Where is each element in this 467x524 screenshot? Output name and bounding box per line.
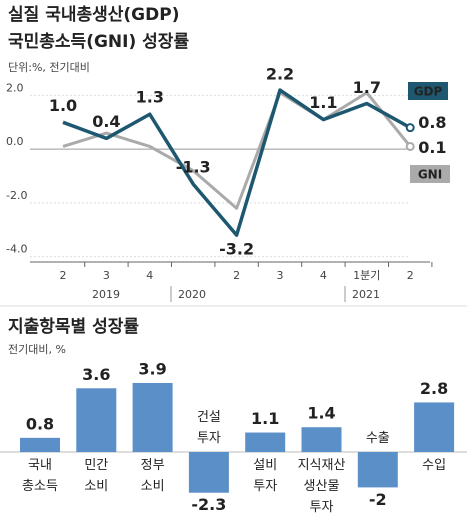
chart-subtitle: 전기대비, % — [8, 343, 66, 356]
data-label: -2.3 — [191, 495, 226, 514]
category-label: 수입 — [422, 458, 446, 473]
legend-swatch — [408, 82, 448, 100]
point — [405, 141, 415, 151]
year-label: 2019 — [92, 288, 120, 301]
bar — [20, 437, 60, 452]
y-tick-label: -4.0 — [6, 243, 27, 256]
bar — [132, 382, 173, 452]
x-tick-label: 2 — [407, 269, 414, 282]
year-label: 2021 — [352, 288, 380, 301]
data-label: -3.2 — [219, 240, 254, 259]
bar — [414, 402, 455, 452]
data-label: 3.9 — [138, 359, 166, 378]
year-label: 2020 — [178, 288, 206, 301]
legend-label: GNI — [418, 168, 442, 182]
y-tick-label: -2.0 — [6, 189, 27, 202]
bar — [76, 388, 117, 452]
chart-title: 지출항목별 성장률 — [8, 316, 139, 337]
series-line — [62, 91, 412, 210]
x-tick-label: 2 — [233, 269, 240, 282]
chart-title: 실질 국내총생산(GDP) — [8, 4, 179, 25]
data-label: 1.4 — [307, 404, 335, 423]
chart-subtitle: 단위:%, 전기대비 — [8, 61, 90, 74]
bar — [301, 427, 342, 452]
chart-title: 국민총소득(GNI) 성장률 — [8, 32, 189, 52]
data-label: 0.4 — [92, 112, 120, 131]
y-tick-label: 2.0 — [6, 81, 24, 94]
data-label: 0.8 — [418, 113, 446, 132]
category-label: 설비 투자 — [253, 458, 277, 494]
data-label: 1.0 — [49, 96, 77, 115]
point — [405, 123, 415, 133]
category-label: 국내 총소득 — [22, 458, 58, 494]
x-tick-label: 4 — [146, 269, 153, 282]
legend-label: GDP — [414, 85, 443, 99]
category-label: 건설 투자 — [197, 410, 221, 446]
bar — [188, 452, 229, 493]
data-label: 0.1 — [418, 138, 446, 157]
data-label: 2.8 — [420, 379, 448, 398]
category-label: 정부 소비 — [141, 458, 165, 494]
category-label: 지식재산 생산물 투자 — [298, 458, 346, 515]
data-label: 3.6 — [82, 365, 110, 384]
x-tick-label: 4 — [320, 269, 327, 282]
series-line — [62, 88, 412, 237]
data-label: 0.8 — [26, 414, 54, 433]
data-label: 1.7 — [353, 78, 381, 97]
data-label: 2.2 — [266, 65, 294, 84]
data-label: -2 — [369, 490, 387, 509]
data-label: 1.1 — [251, 409, 279, 428]
category-label: 민간 소비 — [84, 458, 108, 494]
x-tick-label: 1분기 — [353, 269, 380, 282]
x-tick-label: 3 — [277, 269, 284, 282]
bar — [245, 432, 286, 452]
data-label: 1.1 — [309, 93, 337, 112]
legend-swatch — [410, 165, 450, 183]
bar — [357, 452, 398, 488]
x-tick-label: 3 — [103, 269, 110, 282]
y-tick-label: 0.0 — [6, 135, 24, 148]
data-label: -1.3 — [176, 158, 211, 177]
x-tick-label: 2 — [60, 269, 67, 282]
category-label: 수출 — [366, 431, 390, 446]
data-label: 1.3 — [136, 88, 164, 107]
